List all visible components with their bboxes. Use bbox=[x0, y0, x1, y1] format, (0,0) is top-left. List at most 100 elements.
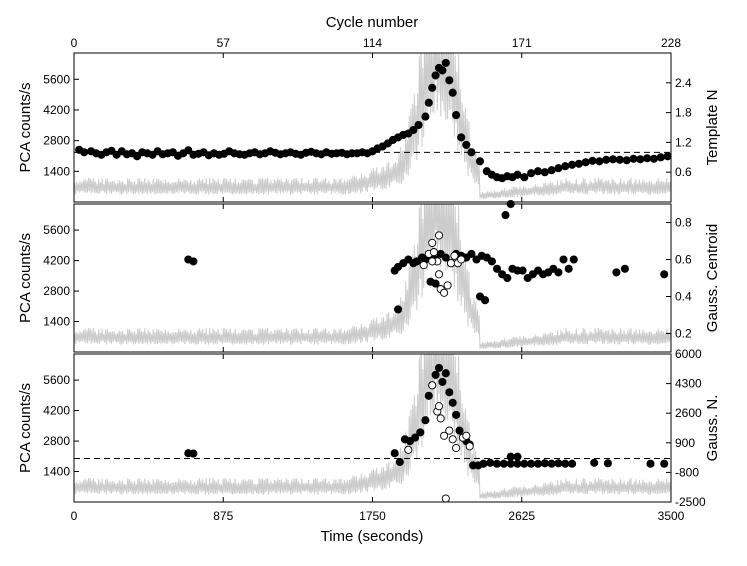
open-data-point bbox=[434, 231, 444, 240]
open-data-point bbox=[452, 443, 461, 453]
filled-data-point bbox=[431, 370, 440, 379]
filled-data-point bbox=[520, 173, 529, 182]
filled-data-point bbox=[649, 154, 658, 163]
filled-data-point bbox=[390, 449, 399, 458]
filled-data-point bbox=[421, 112, 430, 121]
filled-data-point bbox=[568, 459, 577, 468]
filled-data-point bbox=[527, 169, 536, 178]
open-data-point bbox=[445, 426, 454, 435]
filled-data-point bbox=[590, 458, 599, 467]
y-right-tick-label: -800 bbox=[675, 465, 699, 479]
y-left-axis-title: PCA counts/s bbox=[17, 383, 34, 473]
filled-data-point bbox=[467, 148, 476, 157]
y-right-axis-title: Gauss. N. bbox=[704, 395, 721, 462]
filled-data-point bbox=[448, 88, 457, 97]
y-right-tick-label: 1.8 bbox=[675, 106, 692, 120]
y-right-tick-label: 0.8 bbox=[675, 216, 692, 230]
open-data-point bbox=[462, 431, 471, 440]
filled-data-point bbox=[414, 120, 423, 130]
filled-data-point bbox=[421, 416, 430, 425]
filled-data-point bbox=[434, 363, 444, 372]
filled-data-point bbox=[438, 66, 447, 75]
panel-bottom: 0 875 1750 2625 3500 1400 2800 4200 5600 -2500 -80… bbox=[17, 347, 721, 523]
filled-data-point bbox=[547, 459, 556, 468]
filled-data-point bbox=[608, 155, 618, 164]
filled-data-point bbox=[455, 426, 464, 435]
open-data-point bbox=[465, 442, 474, 451]
bottom-x-axis-title: Time (seconds) bbox=[321, 528, 424, 545]
open-data-point bbox=[404, 445, 413, 454]
open-data-point bbox=[443, 281, 452, 290]
filled-data-point bbox=[656, 153, 665, 162]
filled-data-point bbox=[540, 459, 549, 468]
open-data-point bbox=[419, 261, 428, 270]
filled-data-point bbox=[574, 159, 583, 168]
filled-data-point bbox=[80, 148, 89, 157]
filled-data-point bbox=[527, 459, 536, 468]
filled-data-point bbox=[184, 146, 193, 155]
filled-data-point bbox=[501, 211, 510, 220]
filled-data-point bbox=[581, 158, 590, 167]
y-right-tick-label: 1.2 bbox=[675, 135, 692, 149]
filled-data-point bbox=[189, 449, 198, 458]
filled-data-point bbox=[660, 270, 669, 279]
filled-data-point bbox=[568, 160, 577, 169]
y-left-axis-title: PCA counts/s bbox=[17, 233, 34, 323]
x-tick-label: 1750 bbox=[359, 509, 386, 523]
filled-data-point bbox=[486, 458, 495, 467]
x-tick-label: 0 bbox=[71, 509, 78, 523]
top-x-tick-label: 57 bbox=[217, 36, 231, 50]
filled-data-point bbox=[479, 459, 488, 468]
filled-data-point bbox=[424, 98, 433, 107]
filled-data-point bbox=[441, 369, 450, 378]
filled-data-point bbox=[533, 459, 543, 468]
top-x-tick-label: 0 bbox=[71, 36, 78, 50]
open-data-point bbox=[428, 381, 437, 390]
top-x-axis-title: Cycle number bbox=[326, 14, 419, 31]
filled-data-point bbox=[620, 264, 629, 273]
filled-data-point bbox=[411, 433, 420, 442]
filled-data-point bbox=[663, 152, 672, 161]
open-data-point bbox=[440, 431, 449, 440]
filled-data-point bbox=[561, 459, 570, 468]
y-right-tick-label: 0.4 bbox=[675, 290, 692, 304]
filled-data-point bbox=[506, 452, 515, 461]
top-x-tick-label: 114 bbox=[363, 36, 382, 50]
y-right-tick-label: 0.6 bbox=[675, 165, 692, 179]
open-data-point bbox=[429, 248, 438, 257]
filled-data-point bbox=[636, 155, 645, 164]
y-left-tick-label: 2800 bbox=[43, 284, 70, 298]
filled-data-point bbox=[561, 162, 570, 171]
top-x-tick-label: 228 bbox=[661, 36, 681, 50]
open-data-point bbox=[434, 270, 444, 279]
filled-data-point bbox=[492, 264, 502, 273]
background-light-curve bbox=[74, 354, 671, 499]
filled-data-point bbox=[513, 170, 522, 179]
filled-data-point bbox=[462, 140, 471, 149]
y-left-axis-title: PCA counts/s bbox=[17, 82, 34, 172]
filled-data-point bbox=[518, 266, 527, 275]
y-right-tick-label: 900 bbox=[675, 436, 695, 450]
y-left-tick-label: 5600 bbox=[43, 373, 70, 387]
y-right-tick-label: 6000 bbox=[675, 347, 702, 361]
open-data-point bbox=[428, 238, 437, 247]
open-data-point bbox=[450, 251, 459, 260]
y-left-tick-label: 2800 bbox=[43, 434, 70, 448]
filled-data-point bbox=[520, 459, 529, 468]
y-left-tick-label: 5600 bbox=[43, 223, 70, 237]
y-left-tick-label: 1400 bbox=[43, 164, 70, 178]
open-data-point bbox=[446, 259, 456, 268]
y-right-tick-label: 4300 bbox=[675, 377, 702, 391]
y-left-tick-label: 5600 bbox=[43, 72, 70, 86]
filled-data-point bbox=[660, 459, 669, 468]
open-data-point bbox=[441, 494, 450, 503]
filled-data-point bbox=[629, 154, 638, 163]
filled-data-point bbox=[492, 459, 502, 468]
filled-data-point bbox=[467, 249, 476, 258]
filled-data-point bbox=[595, 157, 604, 166]
filled-data-point bbox=[452, 111, 461, 120]
filled-data-point bbox=[564, 264, 573, 273]
filled-data-point bbox=[475, 157, 485, 166]
background-light-curve bbox=[74, 204, 671, 349]
